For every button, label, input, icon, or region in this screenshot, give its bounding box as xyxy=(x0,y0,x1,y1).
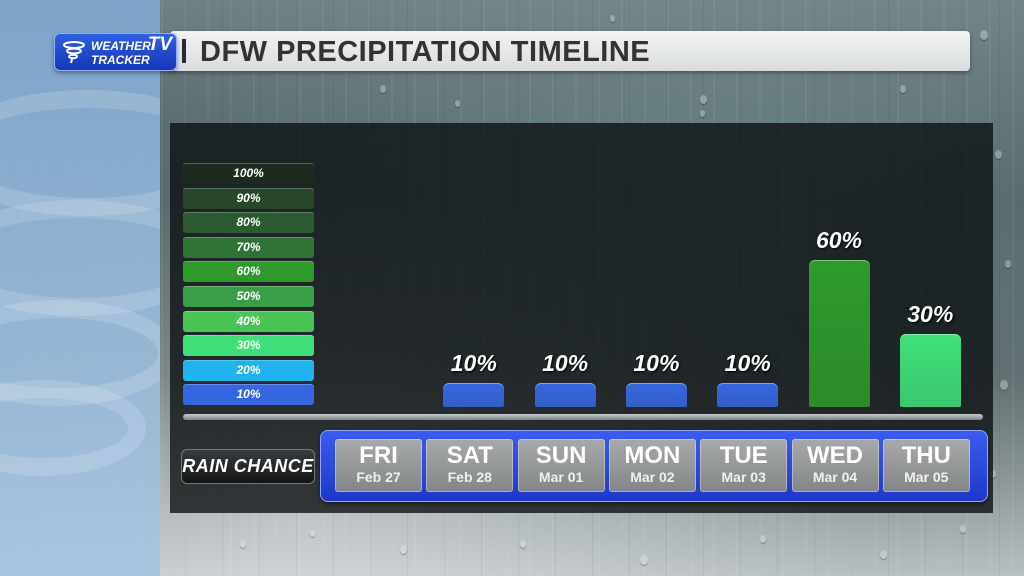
legend-item: 100% xyxy=(183,163,314,184)
legend-item: 20% xyxy=(183,359,314,381)
day-of-week: WED xyxy=(807,442,863,469)
rain-drop xyxy=(520,540,526,548)
legend-item: 90% xyxy=(183,187,314,209)
day-box: SUN Mar 01 xyxy=(517,439,605,492)
logo-tv: TV xyxy=(147,34,172,55)
rain-drop xyxy=(700,95,707,105)
rain-drop xyxy=(980,30,988,41)
day-date: Feb 28 xyxy=(447,469,492,485)
rain-drop xyxy=(995,150,1002,160)
rain-drop xyxy=(760,535,766,543)
bar-value-label: 10% xyxy=(450,350,497,376)
rain-drop xyxy=(380,85,386,93)
title-divider xyxy=(182,39,186,63)
day-of-week: MON xyxy=(624,442,681,469)
bar-value-label: 60% xyxy=(815,227,863,253)
brand-side-strip xyxy=(0,0,160,576)
rain-drop xyxy=(880,550,887,560)
day-of-week: FRI xyxy=(359,442,398,469)
day-date: Feb 27 xyxy=(356,469,401,485)
bar-value-label: 10% xyxy=(542,350,589,376)
day-of-week: THU xyxy=(901,442,951,469)
legend-item: 70% xyxy=(183,236,314,258)
precip-bar xyxy=(808,260,870,407)
chart-baseline xyxy=(183,414,983,420)
day-box: TUE Mar 03 xyxy=(700,439,788,492)
weather-tracker-tv-logo: WEATHER TRACKER TV xyxy=(54,33,177,71)
day-of-week: SAT xyxy=(446,442,493,469)
day-of-week: SUN xyxy=(535,442,587,469)
legend-item: 80% xyxy=(183,212,314,234)
rain-chance-label: RAIN CHANCE xyxy=(181,449,315,484)
day-date: Mar 05 xyxy=(904,469,949,485)
precip-bar xyxy=(717,383,779,407)
rain-drop xyxy=(990,470,996,478)
precip-bar xyxy=(534,383,596,407)
logo-line1: WEATHER xyxy=(91,39,151,53)
day-box: SAT Feb 28 xyxy=(426,439,514,492)
rain-drop xyxy=(400,545,407,555)
logo-line2: TRACKER xyxy=(91,53,150,67)
rain-drop xyxy=(640,555,648,566)
day-date: Mar 04 xyxy=(812,469,858,485)
day-box: FRI Feb 27 xyxy=(335,439,422,492)
day-box: WED Mar 04 xyxy=(791,439,879,492)
rain-drop xyxy=(1005,260,1011,268)
page-title: DFW PRECIPITATION TIMELINE xyxy=(200,36,651,68)
day-box: THU Mar 05 xyxy=(882,439,970,492)
rain-drop xyxy=(610,15,615,22)
legend-item: 50% xyxy=(183,286,314,307)
day-date: Mar 01 xyxy=(538,469,584,485)
rain-drop xyxy=(240,540,246,548)
day-of-week: TUE xyxy=(719,442,768,469)
bar-value-label: 10% xyxy=(633,350,680,376)
precip-bar xyxy=(625,383,687,407)
legend-item: 60% xyxy=(183,261,314,283)
rain-drop xyxy=(700,110,705,117)
precip-bar xyxy=(899,333,961,407)
bar-value-label: 30% xyxy=(907,300,954,327)
day-box: MON Mar 02 xyxy=(608,439,696,492)
rain-drop xyxy=(960,525,966,533)
rain-drop xyxy=(900,85,906,93)
rain-drop xyxy=(310,530,315,537)
title-bar: DFW PRECIPITATION TIMELINE xyxy=(170,31,970,71)
rain-drop xyxy=(1000,380,1008,391)
legend-item: 30% xyxy=(183,335,314,357)
rain-drop xyxy=(455,100,460,107)
day-date: Mar 03 xyxy=(721,469,766,485)
legend-item: 40% xyxy=(183,310,314,332)
day-date: Mar 02 xyxy=(630,469,675,485)
precip-bar xyxy=(443,383,505,407)
bar-value-label: 10% xyxy=(724,350,771,376)
legend-item: 10% xyxy=(183,384,314,406)
tornado-icon xyxy=(63,41,85,64)
